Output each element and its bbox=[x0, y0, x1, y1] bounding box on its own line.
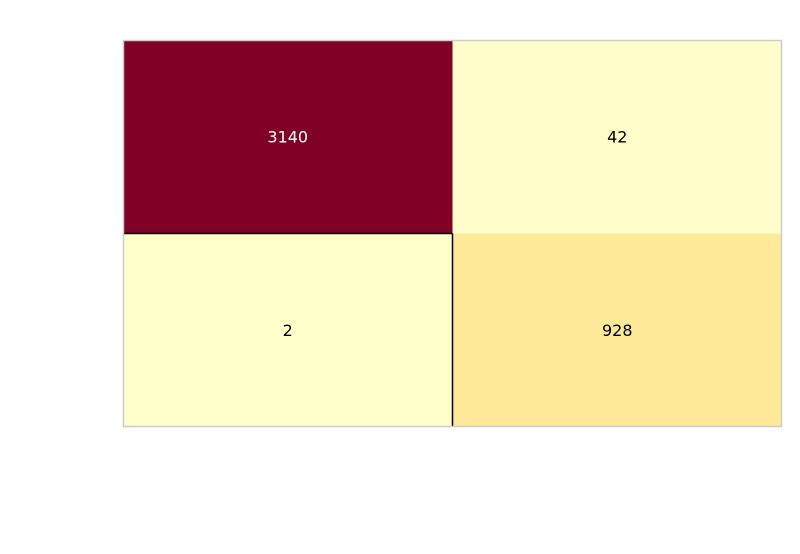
heatmap-cell-r0-c0 bbox=[123, 40, 453, 234]
heatmap-cells bbox=[123, 40, 782, 427]
cell-value-label-r1-c0: 2 bbox=[283, 321, 293, 340]
heatmap-value-labels: 3140 42 2 928 bbox=[267, 127, 632, 340]
diagonal-cell-edges bbox=[123, 232, 454, 427]
cell-value-label-r0-c0: 3140 bbox=[267, 127, 308, 146]
heatmap-cell-r1-c1 bbox=[452, 233, 782, 427]
heatmap-cell-r1-c0 bbox=[123, 233, 453, 427]
heatmap-cell-r0-c1 bbox=[452, 40, 782, 234]
cell-value-label-r0-c1: 42 bbox=[607, 127, 627, 146]
plot-frame bbox=[122, 39, 783, 428]
cell-value-label-r1-c1: 928 bbox=[602, 321, 633, 340]
